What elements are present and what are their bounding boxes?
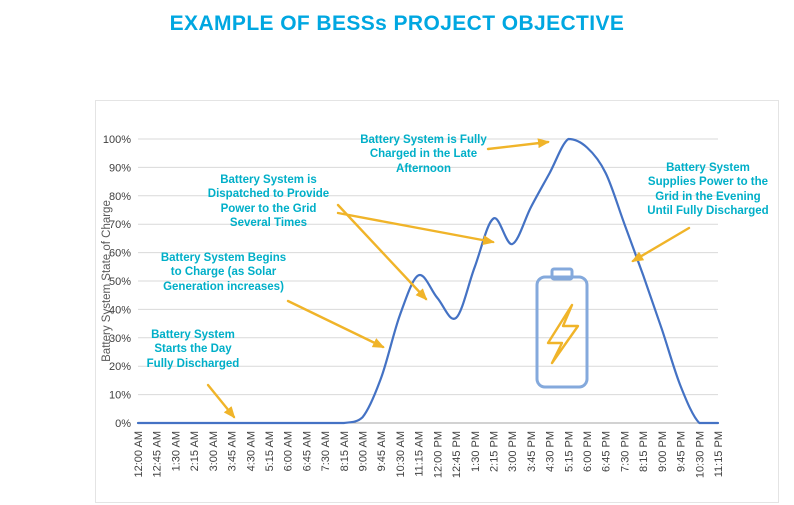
x-tick-label: 10:30 PM [694,431,706,478]
x-tick-label: 8:15 AM [339,431,351,471]
x-tick-label: 6:45 PM [601,431,613,472]
x-tick-label: 8:15 PM [638,431,650,472]
y-tick-label: 80% [109,191,131,203]
x-tick-label: 3:00 PM [507,431,519,472]
x-tick-label: 1:30 AM [170,431,182,471]
page-title: EXAMPLE OF BESSs PROJECT OBJECTIVE [169,12,625,35]
annotation-dispatched-several-times: Battery System is Dispatched to Provide … [207,174,330,229]
annotation-supplies-evening: Battery System Supplies Power to the Gri… [647,162,769,217]
x-tick-label: 9:45 AM [376,431,388,471]
x-tick-label: 7:30 AM [320,431,332,471]
x-tick-label: 7:30 PM [619,431,631,472]
x-tick-label: 4:30 PM [545,431,557,472]
x-tick-label: 12:00 AM [133,431,145,477]
x-tick-label: 11:15 AM [414,431,426,477]
y-axis-title: Battery System State of Charge [101,200,113,362]
x-tick-label: 10:30 AM [395,431,407,477]
x-tick-label: 6:00 AM [283,431,295,471]
y-tick-label: 40% [109,304,131,316]
y-tick-label: 90% [109,162,131,174]
x-tick-label: 2:15 AM [189,431,201,471]
y-tick-label: 30% [109,333,131,345]
x-tick-label: 6:00 PM [582,431,594,472]
x-tick-label: 11:15 PM [713,431,725,477]
y-tick-label: 60% [109,248,131,260]
y-tick-label: 50% [109,276,131,288]
x-tick-label: 12:45 AM [152,431,164,477]
x-tick-label: 12:00 PM [432,431,444,478]
x-tick-label: 9:00 AM [358,431,370,471]
x-tick-label: 6:45 AM [301,431,313,471]
soc-chart-area: Battery System State of Charge 0% 10% 20% 3… [95,100,779,503]
x-tick-label: 3:45 PM [526,431,538,472]
y-tick-label: 100% [103,134,131,146]
x-tick-label: 9:00 PM [657,431,669,472]
y-tick-label: 70% [109,219,131,231]
x-tick-label: 12:45 PM [451,431,463,478]
x-tick-label: 3:00 AM [208,431,220,471]
annotation-starts-day-discharged: Battery System Starts the Day Fully Disc… [146,329,240,370]
plot-layer: 0% 10% 20% 30% 40% 50% 60% 70% 80% 90% 100% 12:00 A… [103,134,725,478]
x-tick-label: 4:30 AM [245,431,257,471]
y-tick-label: 10% [109,390,131,402]
x-tick-label: 2:15 PM [488,431,500,472]
x-tick-label: 1:30 PM [470,431,482,472]
x-tick-label: 3:45 AM [227,431,239,471]
annotation-fully-charged-afternoon: Battery System is Fully Charged in the L… [360,134,487,175]
y-tick-label: 20% [109,361,131,373]
annotation-begins-to-charge: Battery System Begins to Charge (as Sola… [160,252,287,293]
y-tick-label: 0% [115,418,131,430]
x-tick-label: 5:15 AM [264,431,276,471]
x-tick-label: 5:15 PM [563,431,575,472]
x-tick-label: 9:45 PM [676,431,688,472]
